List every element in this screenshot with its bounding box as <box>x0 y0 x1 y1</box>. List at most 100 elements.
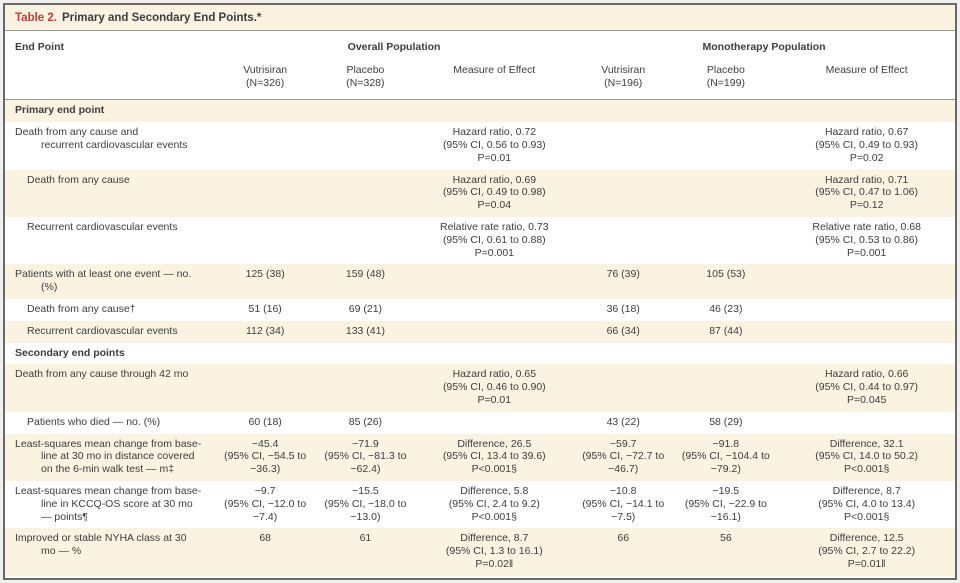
section-label: Primary end point <box>15 104 105 117</box>
cell-mono-measure: Hazard ratio, 0.71 (95% CI, 0.47 to 1.06… <box>815 173 919 212</box>
cell-mono-vutrisiran: −10.8 (95% CI, −14.1 to −7.5) <box>582 484 665 523</box>
cell-overall-measure: Difference, 8.7 (95% CI, 1.3 to 16.1) P=… <box>445 532 543 570</box>
cell-mono-placebo: 87 (44) <box>709 324 743 337</box>
table-row: Death from any cause† 51 (16) 69 (21) 36 (1… <box>5 299 955 321</box>
table-row: Improved or stable NYHA class at 30 mo —… <box>5 528 955 576</box>
cell-overall-vutrisiran <box>215 217 315 264</box>
cell-overall-measure <box>416 264 574 299</box>
cell-mono-vutrisiran: 66 (34) <box>606 324 640 337</box>
column-header-mono-vutrisiran: Vutrisiran (N=196) <box>573 56 674 101</box>
cell-mono-placebo: 56 <box>719 532 732 545</box>
cell-overall-vutrisiran: 125 (38) <box>245 268 285 281</box>
section-label: Secondary end points <box>15 346 125 359</box>
endpoint-label: Least-squares mean change from base- lin… <box>15 484 202 523</box>
cell-mono-placebo <box>673 170 778 217</box>
cell-mono-measure <box>778 321 955 343</box>
column-header-mono-placebo: Placebo (N=199) <box>673 56 779 101</box>
table-row: Recurrent cardiovascular events 112 (34) 1… <box>5 320 955 343</box>
table-row: Least-squares mean change from base- lin… <box>5 433 955 481</box>
cell-mono-placebo: 105 (53) <box>706 268 746 281</box>
cell-overall-measure: Relative rate ratio, 0.73 (95% CI, 0.61 … <box>440 220 549 259</box>
table-card: Table 2. Primary and Secondary End Points… <box>3 3 957 580</box>
table-number: Table 2. <box>15 12 57 24</box>
cell-mono-placebo: −19.5 (95% CI, −22.9 to −16.1) <box>684 484 767 523</box>
table-title-bar: Table 2. Primary and Secondary End Points… <box>5 5 955 31</box>
cell-mono-placebo <box>673 217 778 264</box>
cell-overall-placebo: 85 (26) <box>348 415 383 428</box>
cell-overall-placebo: 69 (21) <box>348 302 383 315</box>
cell-mono-measure <box>778 264 955 299</box>
column-header-overall-vutrisiran: Vutrisiran (N=326) <box>215 56 316 101</box>
cell-overall-vutrisiran: 51 (16) <box>248 302 282 315</box>
section-row: Primary end point <box>5 99 955 123</box>
table-row: Death from any cause and recurrent cardi… <box>5 122 955 169</box>
cell-overall-vutrisiran: 112 (34) <box>246 324 285 337</box>
cell-overall-placebo: 159 (48) <box>345 268 385 281</box>
column-header-mono-measure-of-effect: Measure of Effect <box>778 56 955 101</box>
cell-mono-placebo: 46 (23) <box>709 302 743 315</box>
cell-mono-vutrisiran: 36 (18) <box>606 302 640 315</box>
column-header-overall-measure-of-effect: Measure of Effect <box>415 56 574 101</box>
endpoint-label: Patients with at least one event — no. (… <box>15 268 192 294</box>
cell-overall-placebo: −71.9 (95% CI, −81.3 to −62.4) <box>324 437 407 476</box>
endpoint-label: Improved or stable NYHA class at 30 mo —… <box>15 532 187 558</box>
cell-mono-placebo: −91.8 (95% CI, −104.4 to −79.2) <box>681 437 770 476</box>
cell-overall-measure: Hazard ratio, 0.65 (95% CI, 0.46 to 0.90… <box>442 368 546 406</box>
endpoint-label: Death from any cause <box>27 173 130 186</box>
cell-mono-vutrisiran <box>573 170 673 217</box>
table-caption: Primary and Secondary End Points.* <box>61 12 262 24</box>
cell-overall-vutrisiran: −45.4 (95% CI, −54.5 to −36.3) <box>224 437 307 476</box>
cell-mono-measure: Hazard ratio, 0.67 (95% CI, 0.49 to 0.93… <box>815 126 919 164</box>
cell-overall-measure: Difference, 26.5 (95% CI, 13.4 to 39.6) … <box>442 437 546 476</box>
table-row: Patients with at least one event — no. (… <box>5 264 955 299</box>
cell-mono-vutrisiran <box>573 217 673 264</box>
cell-overall-vutrisiran <box>215 364 315 411</box>
endpoint-label: Death from any cause through 42 mo <box>15 368 189 381</box>
cell-overall-placebo <box>315 217 415 264</box>
cell-overall-measure: Hazard ratio, 0.72 (95% CI, 0.56 to 0.93… <box>442 126 546 164</box>
cell-overall-measure <box>416 321 574 343</box>
column-header-endpoint: End Point <box>5 31 216 101</box>
section-row: Secondary end points <box>5 343 955 365</box>
column-header-overall-placebo: Placebo (N=328) <box>315 56 416 101</box>
cell-overall-placebo <box>315 364 415 411</box>
cell-mono-measure: Difference, 8.7 (95% CI, 4.0 to 13.4) P<… <box>818 484 916 523</box>
cell-mono-vutrisiran <box>573 122 673 169</box>
table-row: Death from any cause through 42 mo Hazard… <box>5 364 955 412</box>
cell-mono-measure: Difference, 12.5 (95% CI, 2.7 to 22.2) P… <box>818 532 916 570</box>
cell-mono-vutrisiran: 76 (39) <box>606 268 640 281</box>
cell-mono-measure: Hazard ratio, 0.66 (95% CI, 0.44 to 0.97… <box>815 368 919 406</box>
endpoint-label: Recurrent cardiovascular events <box>27 324 178 337</box>
cell-overall-measure <box>416 299 574 321</box>
cell-overall-vutrisiran: 68 <box>259 532 272 545</box>
cell-overall-placebo: 61 <box>359 532 372 545</box>
table-header: End Point Overall Population Monotherapy… <box>5 31 955 101</box>
cell-mono-measure <box>778 299 955 321</box>
table-body: Primary end point Death from any cause an… <box>5 99 955 576</box>
endpoint-label: Death from any cause† <box>27 302 136 315</box>
cell-mono-placebo <box>673 364 778 411</box>
column-group-overall-population: Overall Population <box>347 41 441 53</box>
table-row: Patients who died — no. (%) 60 (18) 85 (26… <box>5 412 955 434</box>
endpoint-label: Death from any cause and recurrent cardi… <box>15 126 188 151</box>
cell-mono-vutrisiran <box>573 364 673 411</box>
cell-overall-placebo: 133 (41) <box>345 324 385 337</box>
cell-overall-vutrisiran: −9.7 (95% CI, −12.0 to −7.4) <box>224 484 307 523</box>
cell-overall-vutrisiran <box>215 170 315 217</box>
cell-mono-measure: Relative rate ratio, 0.68 (95% CI, 0.53 … <box>812 220 921 259</box>
cell-overall-measure <box>416 412 574 434</box>
table-row: Death from any cause Hazard ratio, 0.69 (… <box>5 169 955 217</box>
cell-mono-placebo: 58 (29) <box>709 415 743 428</box>
cell-overall-placebo <box>315 170 415 217</box>
cell-overall-placebo: −15.5 (95% CI, −18.0 to −13.0) <box>324 484 407 523</box>
cell-overall-vutrisiran <box>215 122 315 169</box>
cell-mono-measure <box>778 412 955 434</box>
endpoint-label: Least-squares mean change from base- lin… <box>15 437 202 476</box>
endpoint-label: Recurrent cardiovascular events <box>27 220 178 233</box>
column-group-monotherapy-population: Monotherapy Population <box>702 41 826 53</box>
cell-mono-vutrisiran: 66 <box>617 532 630 545</box>
cell-overall-placebo <box>315 122 415 169</box>
cell-overall-measure: Hazard ratio, 0.69 (95% CI, 0.49 to 0.98… <box>442 173 546 212</box>
end-points-table: End Point Overall Population Monotherapy… <box>5 31 955 576</box>
